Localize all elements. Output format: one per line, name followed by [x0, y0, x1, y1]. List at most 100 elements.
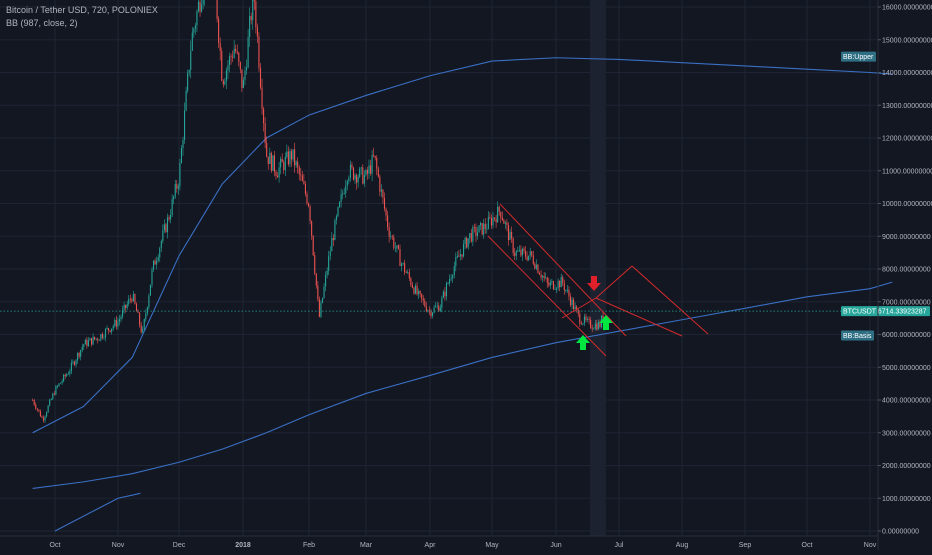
candle-body: [286, 151, 288, 158]
candle-body: [548, 282, 550, 286]
candle-body: [486, 228, 488, 230]
candle-body: [492, 217, 494, 226]
candle-body: [118, 319, 120, 322]
candle-body: [580, 323, 582, 325]
candle-body: [280, 158, 282, 168]
candle-body: [520, 249, 522, 256]
x-axis[interactable]: Oct Nov Dec 2018 Feb Mar Apr May Jun Jul Aug Sep Oct…: [0, 535, 878, 549]
candle-body: [591, 327, 593, 329]
candle-body: [565, 289, 567, 291]
bb-upper-tag[interactable]: BB:Upper: [841, 51, 876, 62]
candle-body: [232, 56, 234, 58]
candle-body: [593, 328, 595, 330]
candle-body: [371, 155, 373, 174]
candle-body: [123, 304, 125, 310]
candle-body: [252, 0, 254, 21]
candle-body: [306, 193, 308, 204]
candle-body: [120, 316, 122, 320]
candle-body: [335, 216, 337, 221]
y-axis[interactable]: 0.00000000 1000.00000000 2000.00000000 3000…: [877, 0, 932, 550]
candle-body: [363, 175, 365, 184]
candle-body: [596, 323, 598, 330]
candle-body: [294, 149, 296, 166]
indicator-label[interactable]: BB (987, close, 2): [6, 18, 78, 28]
candle-body: [295, 161, 297, 166]
candle-body: [399, 249, 401, 266]
channel-line: [499, 203, 627, 337]
candle-body: [450, 278, 452, 280]
candle-body: [163, 224, 165, 231]
x-tick-label: Nov: [112, 542, 125, 549]
candle-body: [323, 286, 325, 298]
candle-body: [303, 181, 305, 184]
candle-body: [92, 336, 94, 345]
candle-body: [32, 400, 34, 401]
candle-body: [314, 255, 316, 274]
candle-body: [472, 227, 474, 242]
candle-body: [256, 27, 258, 37]
candle-body: [259, 68, 262, 88]
candle-body: [487, 217, 489, 229]
candle-body: [157, 257, 159, 261]
candle-body: [517, 251, 519, 252]
candle-body: [290, 151, 293, 160]
x-tick-label: Jun: [550, 542, 561, 549]
bb-basis-tag[interactable]: BB:Basis: [841, 330, 874, 341]
candle-body: [360, 167, 362, 169]
drawings: BB:Upper BTCUSDT 6714.33923287 BB:Basis: [0, 51, 930, 357]
candle-body: [261, 87, 263, 109]
candle-body: [180, 148, 182, 164]
candle-body: [292, 149, 294, 160]
candle-body: [145, 313, 147, 320]
candle-body: [233, 48, 235, 58]
symbol-title[interactable]: Bitcoin / Tether USD, 720, POLONIEX: [6, 5, 158, 15]
candle-body: [154, 260, 156, 265]
candle-body: [512, 238, 514, 253]
candle-body: [244, 70, 246, 80]
candle-body: [255, 1, 257, 28]
candle-body: [602, 315, 604, 319]
candle-body: [191, 32, 193, 51]
y-tick-label: 1000.00000000: [882, 496, 931, 503]
candle-body: [49, 399, 51, 406]
bb-line-upper: [32, 57, 893, 434]
candle-body: [442, 291, 444, 298]
candle-body: [321, 297, 324, 303]
last-price-tag[interactable]: BTCUSDT 6714.33923287: [841, 306, 930, 317]
candle-body: [376, 157, 378, 169]
candle-body: [160, 240, 162, 249]
candle-body: [236, 51, 238, 53]
candle-body: [391, 236, 393, 238]
candle-body: [56, 386, 58, 387]
candle-body: [590, 319, 592, 328]
candle-body: [478, 225, 480, 233]
y-tick-label: 7000.00000000: [882, 299, 931, 306]
candle-body: [430, 310, 432, 317]
candle-body: [89, 338, 91, 341]
candle-body: [128, 298, 130, 304]
candle-body: [599, 321, 601, 328]
candle-body: [431, 312, 434, 317]
candle-body: [66, 374, 68, 377]
candle-body: [518, 249, 520, 252]
y-tick-label: 4000.00000000: [882, 398, 931, 405]
candle-body: [455, 257, 457, 267]
candle-body: [137, 311, 139, 313]
candle-body: [289, 151, 291, 165]
candle-body: [245, 67, 248, 71]
candle-body: [552, 281, 554, 290]
candle-body: [390, 236, 392, 238]
candle-body: [435, 306, 437, 308]
candle-body: [301, 175, 303, 182]
candle-body: [176, 184, 178, 189]
candle-body: [588, 319, 590, 320]
candle-body: [545, 277, 547, 279]
candle-body: [242, 79, 244, 88]
candle-body: [94, 336, 96, 340]
candle-body: [143, 319, 145, 329]
candle-body: [101, 334, 103, 338]
candle-body: [579, 313, 581, 324]
